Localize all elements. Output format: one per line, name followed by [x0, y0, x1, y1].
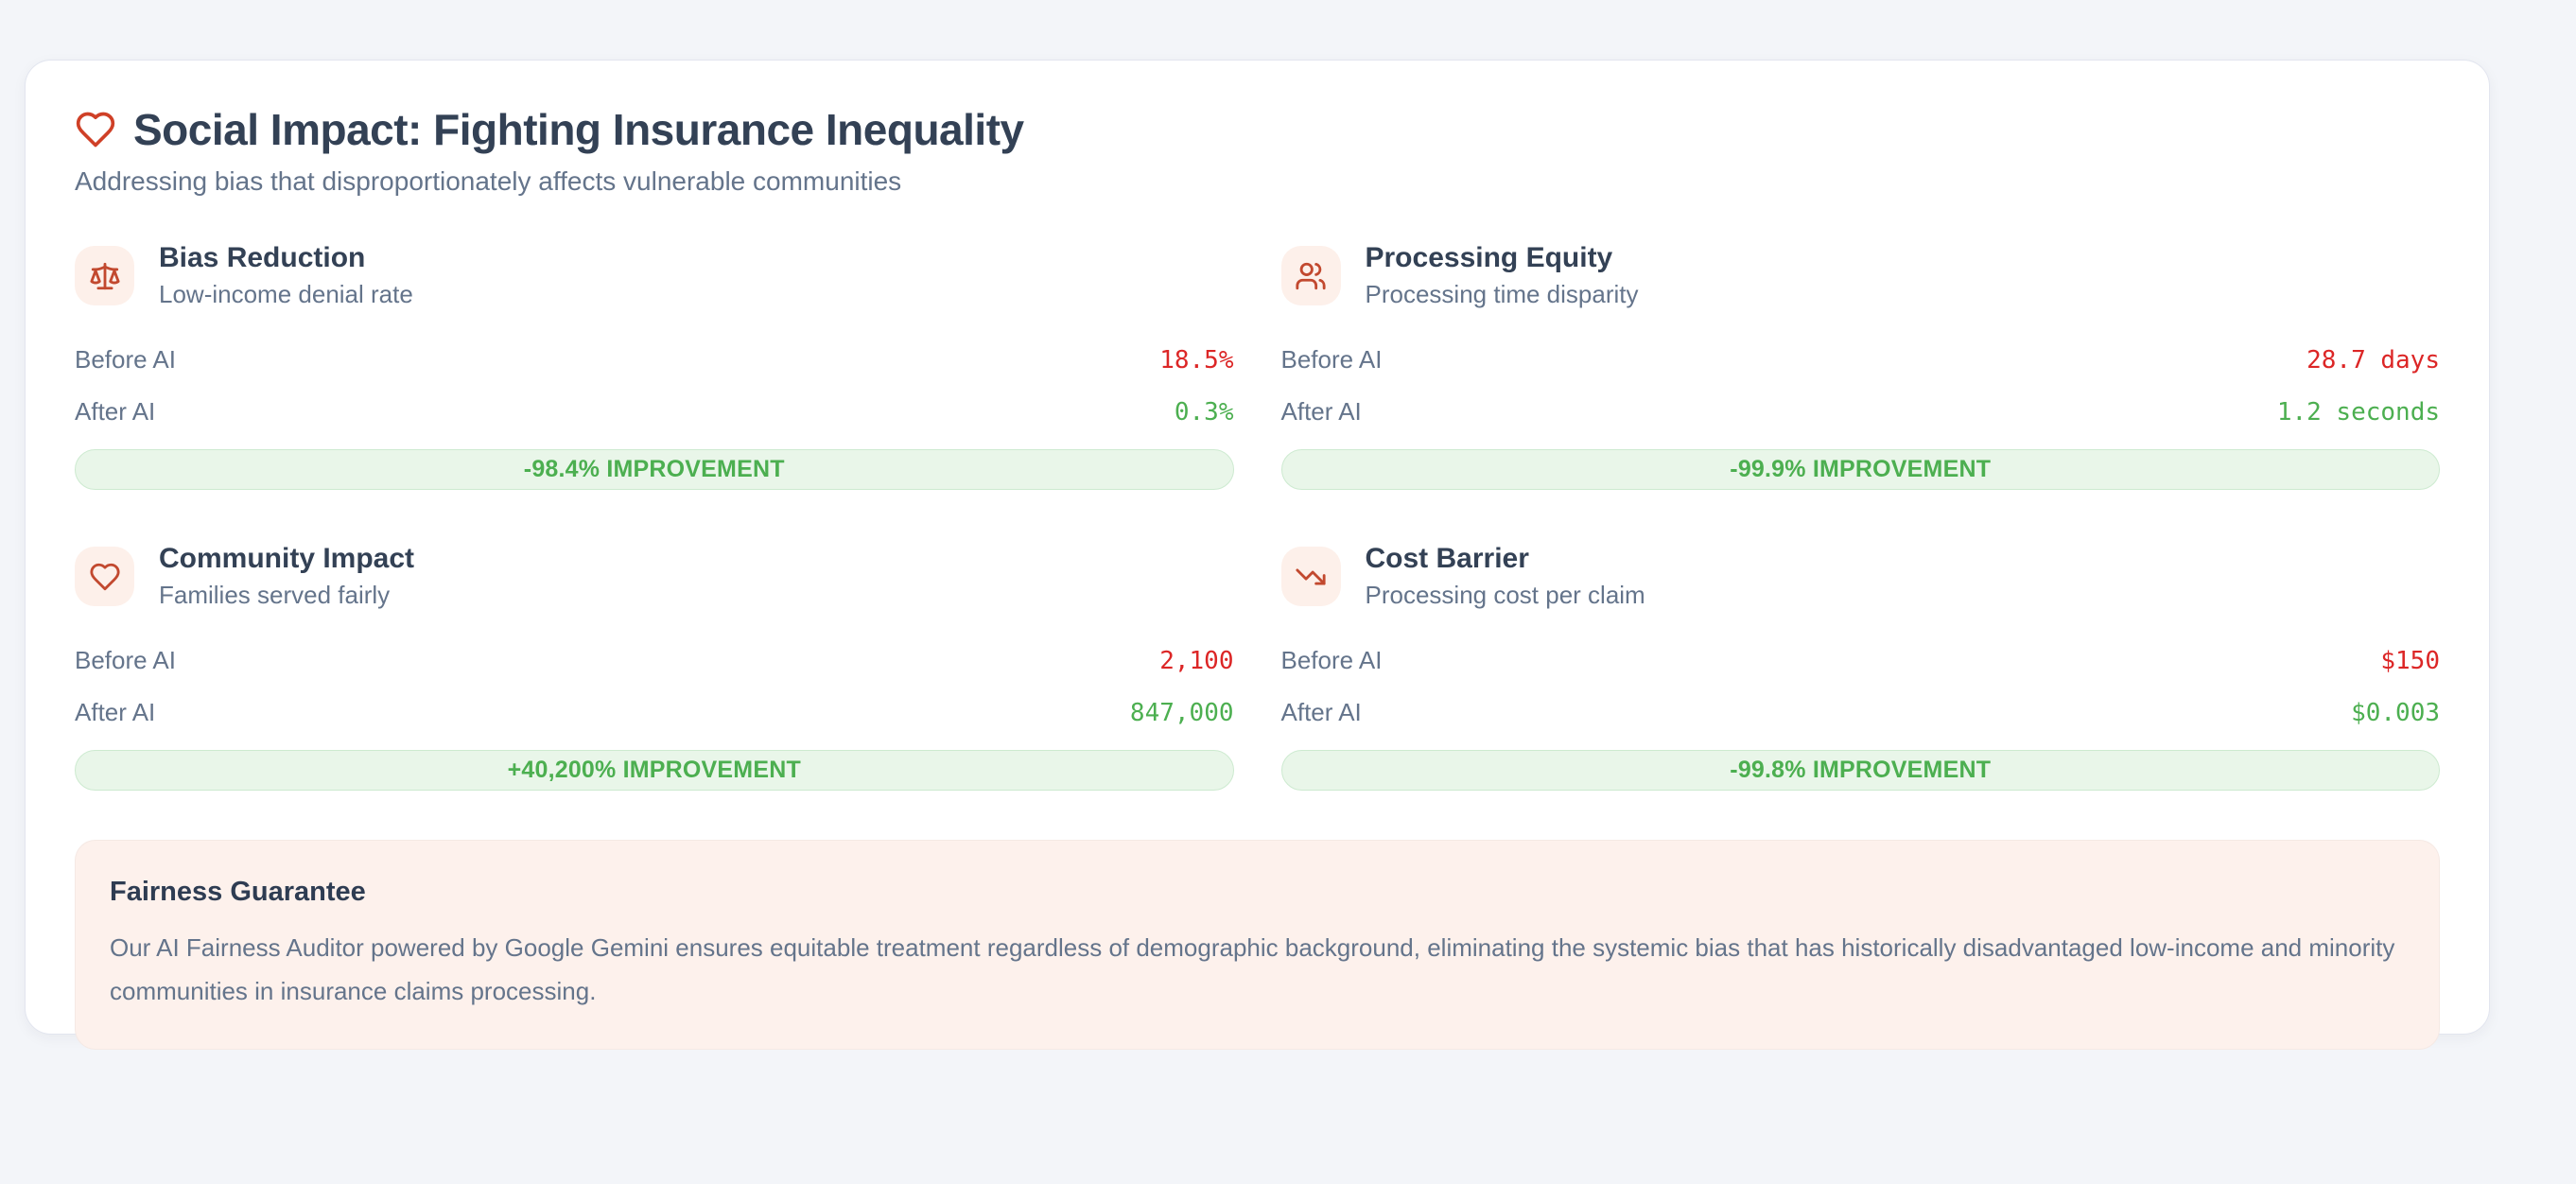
metric-card-cost-barrier: Cost Barrier Processing cost per claim B… [1280, 543, 2441, 791]
heart-icon [75, 109, 116, 150]
metric-header: Bias Reduction Low-income denial rate [75, 242, 1234, 309]
before-ai-value: 18.5% [1159, 345, 1234, 374]
metric-header: Cost Barrier Processing cost per claim [1280, 543, 2441, 610]
metric-card-community-impact: Community Impact Families served fairly … [75, 543, 1234, 791]
before-ai-label: Before AI [1280, 345, 1383, 374]
card-header: Social Impact: Fighting Insurance Inequa… [75, 104, 2440, 155]
after-ai-label: After AI [1280, 397, 1362, 426]
before-ai-value: $150 [2380, 646, 2440, 675]
metric-header: Community Impact Families served fairly [75, 543, 1234, 610]
metric-title: Processing Equity [1365, 242, 1613, 273]
metric-title: Community Impact [159, 543, 415, 574]
after-ai-row: After AI 1.2 seconds [1281, 386, 2441, 438]
after-ai-row: After AI $0.003 [1281, 687, 2441, 739]
after-ai-row: After AI 847,000 [75, 687, 1234, 739]
after-ai-row: After AI 0.3% [75, 386, 1234, 438]
metric-header: Processing Equity Processing time dispar… [1280, 242, 2441, 309]
improvement-badge: -99.9% IMPROVEMENT [1280, 449, 2440, 490]
metric-subtitle: Processing time disparity [1365, 280, 1639, 308]
before-ai-value: 2,100 [1159, 646, 1234, 675]
users-icon [1280, 246, 1341, 305]
after-ai-value: $0.003 [2351, 698, 2440, 727]
metric-subtitle: Processing cost per claim [1365, 581, 1645, 609]
before-ai-label: Before AI [75, 646, 176, 674]
before-ai-row: Before AI 18.5% [75, 334, 1234, 386]
improvement-badge: +40,200% IMPROVEMENT [75, 750, 1234, 791]
social-impact-card: Social Impact: Fighting Insurance Inequa… [25, 60, 2490, 1050]
metric-card-bias-reduction: Bias Reduction Low-income denial rate Be… [75, 242, 1234, 490]
after-ai-label: After AI [1280, 698, 1362, 726]
before-ai-label: Before AI [1280, 646, 1383, 674]
metric-card-processing-equity: Processing Equity Processing time dispar… [1280, 242, 2441, 490]
improvement-badge: -99.8% IMPROVEMENT [1280, 750, 2440, 791]
metric-title: Cost Barrier [1365, 543, 1529, 574]
metric-title: Bias Reduction [159, 242, 366, 273]
page-subtitle: Addressing bias that disproportionately … [75, 166, 902, 196]
metric-subtitle: Low-income denial rate [159, 280, 413, 308]
after-ai-label: After AI [75, 397, 156, 426]
before-ai-row: Before AI 2,100 [75, 635, 1234, 687]
fairness-title: Fairness Guarantee [110, 877, 366, 907]
after-ai-value: 1.2 seconds [2276, 397, 2440, 427]
trending-down-icon [1280, 547, 1341, 606]
before-ai-value: 28.7 days [2306, 345, 2440, 374]
fairness-guarantee-panel: Fairness Guarantee Our AI Fairness Audit… [75, 840, 2440, 1050]
improvement-badge: -98.4% IMPROVEMENT [75, 449, 1234, 490]
heart-icon [75, 547, 134, 606]
before-ai-row: Before AI $150 [1281, 635, 2441, 687]
after-ai-value: 0.3% [1174, 397, 1234, 427]
page-title: Social Impact: Fighting Insurance Inequa… [133, 105, 1024, 154]
after-ai-value: 847,000 [1129, 698, 1234, 727]
after-ai-label: After AI [75, 698, 156, 726]
before-ai-label: Before AI [75, 345, 176, 374]
fairness-body: Our AI Fairness Auditor powered by Googl… [110, 933, 2395, 1005]
metrics-grid: Bias Reduction Low-income denial rate Be… [75, 242, 2440, 791]
metric-subtitle: Families served fairly [159, 581, 391, 609]
before-ai-row: Before AI 28.7 days [1281, 334, 2441, 386]
scale-icon [75, 246, 134, 305]
